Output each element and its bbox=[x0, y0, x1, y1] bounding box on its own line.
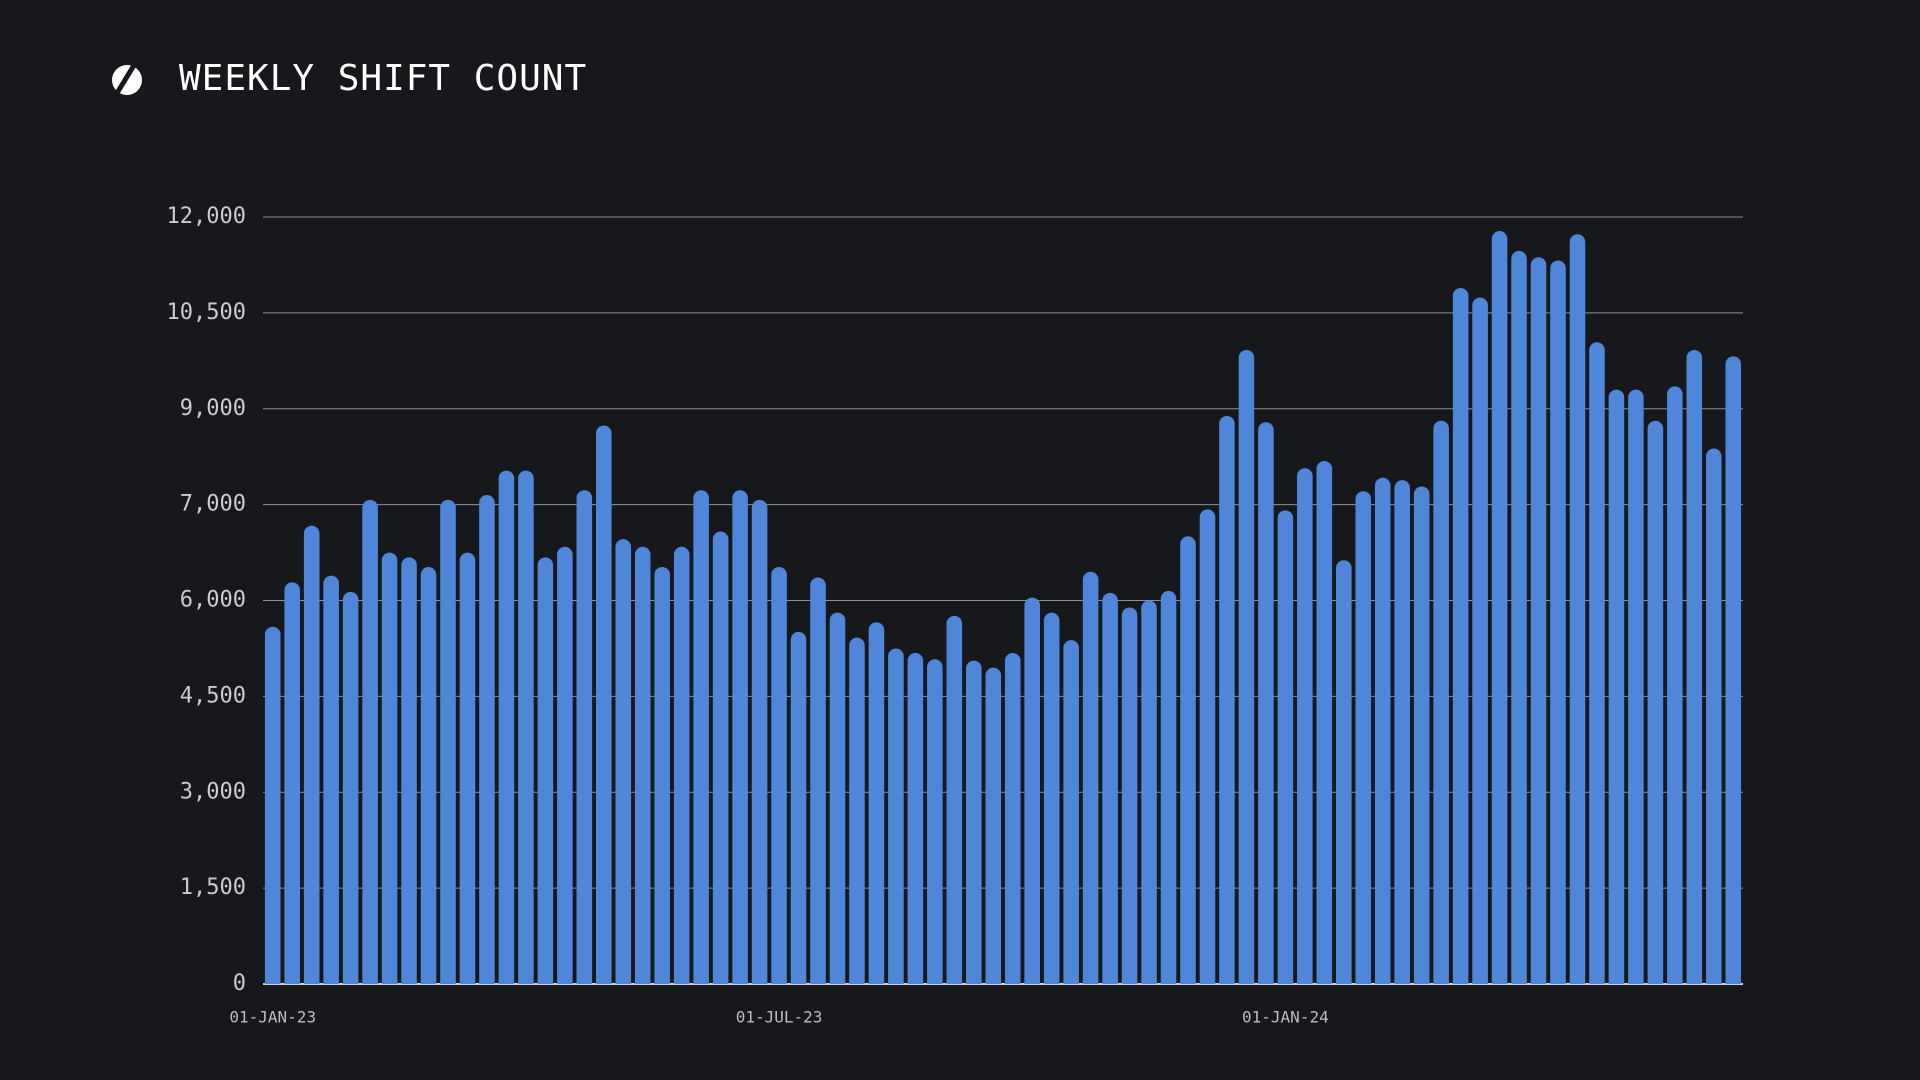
bar bbox=[1550, 260, 1566, 984]
bar bbox=[1199, 509, 1216, 984]
bar bbox=[927, 659, 943, 984]
y-tick-label: 0 bbox=[233, 971, 246, 996]
bar bbox=[712, 531, 729, 984]
bar bbox=[1706, 448, 1722, 985]
y-tick-label: 9,000 bbox=[180, 396, 246, 421]
bar bbox=[1647, 420, 1664, 984]
bar bbox=[985, 667, 1002, 984]
x-tick-label: 01-JAN-23 bbox=[229, 1008, 316, 1027]
x-tick-label: 01-JUL-23 bbox=[736, 1008, 823, 1027]
bar bbox=[907, 652, 924, 984]
bar bbox=[401, 557, 417, 984]
bar bbox=[615, 539, 632, 984]
bar bbox=[1413, 486, 1430, 984]
bar bbox=[771, 566, 787, 984]
bar bbox=[810, 577, 826, 984]
bar bbox=[381, 552, 398, 984]
bar bbox=[1024, 597, 1040, 984]
bar bbox=[537, 557, 554, 984]
bar bbox=[1043, 612, 1060, 984]
bar bbox=[888, 648, 904, 984]
bar bbox=[1336, 560, 1352, 984]
y-tick-label: 12,000 bbox=[167, 204, 246, 229]
bar bbox=[751, 499, 768, 984]
bar bbox=[966, 660, 982, 984]
bar bbox=[732, 490, 748, 984]
bar bbox=[1141, 600, 1157, 984]
y-tick-label: 6,000 bbox=[180, 588, 246, 613]
bar bbox=[1725, 356, 1742, 984]
bar bbox=[518, 470, 534, 984]
bar bbox=[1258, 422, 1274, 984]
bar bbox=[1063, 640, 1079, 984]
bar bbox=[1316, 461, 1333, 984]
bar bbox=[790, 631, 807, 984]
bar bbox=[1589, 342, 1605, 985]
bar bbox=[1452, 287, 1469, 984]
bar bbox=[1219, 415, 1235, 984]
bar bbox=[1472, 297, 1488, 984]
bar bbox=[1160, 590, 1177, 984]
bar bbox=[1433, 420, 1449, 984]
bar bbox=[1082, 571, 1099, 984]
y-tick-label: 4,500 bbox=[180, 683, 246, 708]
bar bbox=[1530, 257, 1547, 985]
bar bbox=[557, 546, 573, 984]
bar bbox=[1355, 491, 1372, 984]
bar bbox=[673, 546, 690, 984]
bar bbox=[634, 546, 651, 984]
y-tick-label: 10,500 bbox=[167, 300, 246, 325]
bar bbox=[1491, 231, 1508, 984]
bar bbox=[1608, 389, 1625, 985]
bar bbox=[1511, 250, 1527, 984]
bar bbox=[946, 615, 963, 984]
y-tick-label: 1,500 bbox=[180, 875, 246, 900]
bar bbox=[479, 495, 495, 984]
bar bbox=[1667, 386, 1683, 984]
bar bbox=[829, 612, 846, 984]
bar bbox=[1628, 389, 1644, 985]
y-tick-label: 7,000 bbox=[180, 492, 246, 517]
bar bbox=[596, 425, 612, 985]
bar bbox=[1374, 477, 1391, 984]
bar bbox=[1569, 234, 1586, 984]
chart-title: WEEKLY SHIFT COUNT bbox=[179, 58, 587, 99]
logo bbox=[111, 60, 142, 100]
bar bbox=[284, 582, 300, 984]
bar bbox=[1238, 349, 1255, 984]
bar bbox=[323, 575, 339, 984]
bar bbox=[576, 490, 593, 984]
bar bbox=[693, 490, 709, 984]
bar bbox=[459, 552, 476, 984]
bar bbox=[868, 622, 885, 984]
bar bbox=[440, 499, 456, 984]
bar bbox=[1297, 468, 1313, 984]
bar bbox=[420, 566, 437, 984]
x-tick-label: 01-JAN-24 bbox=[1242, 1008, 1329, 1027]
bar bbox=[1394, 480, 1410, 984]
bar bbox=[1004, 652, 1021, 984]
bar bbox=[362, 499, 378, 984]
bar bbox=[1277, 510, 1294, 984]
bar bbox=[303, 525, 320, 984]
bar bbox=[264, 626, 281, 984]
bar bbox=[342, 591, 359, 984]
bar bbox=[654, 566, 670, 984]
bar bbox=[1121, 607, 1138, 984]
bar bbox=[1180, 536, 1196, 984]
bar bbox=[1102, 592, 1118, 984]
bar bbox=[498, 470, 515, 984]
bar bbox=[849, 637, 865, 984]
y-tick-label: 3,000 bbox=[180, 779, 246, 804]
bar bbox=[1686, 349, 1703, 985]
